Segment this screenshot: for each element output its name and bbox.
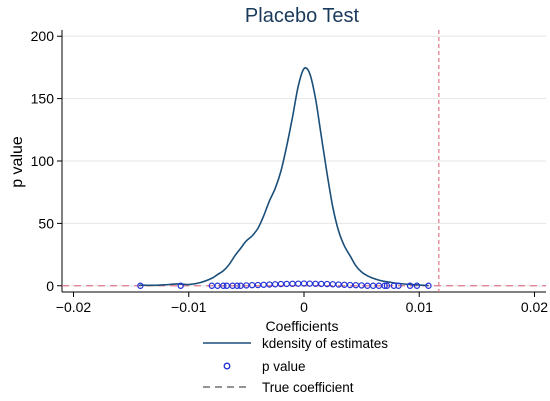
p-value-point	[260, 281, 267, 288]
x-axis: −0.02 −0.01 0 0.01 0.02	[56, 291, 548, 315]
legend-label-kdensity: kdensity of estimates	[262, 336, 388, 351]
kdensity-series	[139, 67, 429, 287]
x-tick-label: 0.01	[406, 299, 433, 315]
x-tick-label: −0.02	[56, 299, 92, 315]
p-value-point	[381, 282, 388, 289]
p-value-point	[233, 282, 241, 289]
y-tick-label: 150	[31, 91, 55, 107]
p-value-point	[137, 282, 144, 289]
y-axis: 0 50 100 150 200	[31, 28, 63, 294]
y-tick-label: 50	[38, 215, 54, 231]
p-value-series	[137, 280, 432, 289]
kdensity-line	[139, 67, 429, 287]
x-axis-label: Coefficients	[266, 318, 339, 334]
p-value-point	[177, 282, 184, 289]
p-value-point	[248, 281, 256, 289]
legend-label-p-value: p value	[262, 359, 306, 374]
p-value-point	[383, 282, 391, 289]
y-tick-label: 0	[46, 278, 54, 294]
chart-title: Placebo Test	[245, 5, 360, 27]
p-value-point	[341, 281, 348, 288]
y-axis-label: p value	[9, 136, 26, 188]
p-value-point	[220, 282, 227, 289]
p-value-point	[406, 282, 414, 289]
p-value-point	[395, 282, 402, 289]
x-tick-label: −0.01	[171, 299, 207, 315]
p-value-point	[413, 282, 421, 289]
p-value-point	[352, 281, 360, 289]
y-tick-label: 100	[31, 153, 55, 169]
legend-label-true-coefficient: True coefficient	[262, 380, 354, 395]
p-value-point	[254, 281, 262, 289]
p-value-point	[346, 281, 354, 289]
p-value-point	[425, 282, 432, 289]
y-tick-label: 200	[31, 28, 55, 44]
y-gridlines	[62, 35, 546, 287]
legend-swatch-p-value	[223, 362, 231, 370]
x-tick-label: 0	[300, 299, 308, 315]
legend: kdensity of estimates p value True coeff…	[203, 336, 388, 395]
x-tick-label: 0.02	[521, 299, 548, 315]
